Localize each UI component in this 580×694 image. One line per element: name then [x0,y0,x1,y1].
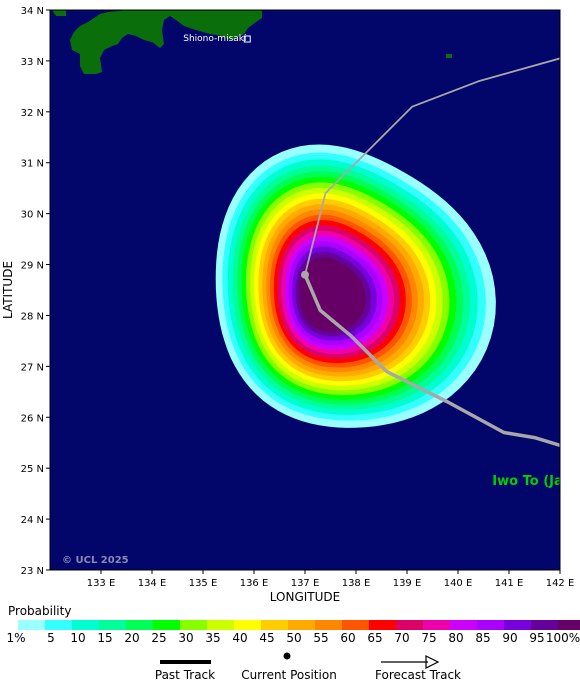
y-tick-label: 29 N [21,261,44,272]
legend-swatch [450,620,477,630]
forecast-track-line [303,274,560,447]
y-tick-label: 32 N [21,108,44,119]
legend-swatch [315,620,342,630]
y-tick-label: 23 N [21,566,44,577]
legend-label: 5 [47,631,55,645]
forecast-track-key-label: Forecast Track [375,668,461,682]
x-tick-label: 136 E [240,578,269,589]
y-axis: 23 N 24 N 25 N 26 N 27 N 28 N 29 N 30 N 31 N 32 N… [21,6,50,577]
legend-swatch [288,620,315,630]
legend-swatch [99,620,126,630]
legend-label: 65 [367,631,382,645]
legend-swatch [72,620,99,630]
legend-label: 75 [421,631,436,645]
legend-label: 60 [340,631,355,645]
legend-swatch [369,620,396,630]
land-islet-e [446,54,452,58]
legend-swatch [180,620,207,630]
place-shiono-misaki: Shiono-misaki [183,34,251,44]
place-label-iwo-to: Iwo To (Japa [492,474,580,489]
land-kii-peninsula [70,10,262,74]
legend-label: 100% [546,631,580,645]
legend-label: 40 [232,631,247,645]
legend-labels: 1% 5 10 15 20 25 30 35 40 45 50 55 60 65 70 75 80 85 90 95 1… [6,631,580,645]
land-masses [52,10,452,74]
y-tick-label: 26 N [21,413,44,424]
land-islet-nw [52,10,66,16]
legend-swatch [504,620,531,630]
legend-swatch [234,620,261,630]
current-position-marker [301,270,309,279]
legend-label: 15 [97,631,112,645]
legend-label: 1% [6,631,25,645]
legend-label: 20 [124,631,139,645]
y-tick-label: 24 N [21,515,44,526]
legend-label: 45 [259,631,274,645]
x-tick-label: 141 E [495,578,524,589]
y-axis-title: LATITUDE [1,261,15,319]
y-tick-label: 30 N [21,210,44,221]
storm-tracks [301,57,560,447]
y-tick-label: 33 N [21,57,44,68]
legend-label: 55 [313,631,328,645]
forecast-track-key-arrow-icon [425,655,440,669]
legend-swatch [342,620,369,630]
probability-legend: Probability 1% 5 10 15 20 25 30 35 40 45 50 55 60 65 7… [6,604,580,682]
past-track-key-label: Past Track [155,668,215,682]
x-tick-label: 133 E [87,578,116,589]
y-tick-label: 27 N [21,362,44,373]
legend-swatch [261,620,288,630]
legend-swatch [207,620,234,630]
x-tick-label: 135 E [189,578,218,589]
place-label-shiono-misaki: Shiono-misaki [183,34,246,44]
legend-color-bar [18,620,580,630]
legend-swatch [423,620,450,630]
y-tick-label: 25 N [21,464,44,475]
place-marker-icon [243,35,251,43]
x-tick-label: 142 E [546,578,575,589]
current-position-key-icon [283,652,291,660]
legend-swatch [558,620,580,630]
legend-label: 85 [475,631,490,645]
alternate-track-line [304,57,560,275]
legend-title: Probability [8,604,71,618]
y-tick-label: 31 N [21,159,44,170]
legend-label: 80 [448,631,463,645]
legend-label: 70 [394,631,409,645]
probability-contours [215,144,496,428]
x-tick-label: 134 E [138,578,167,589]
legend-swatch [153,620,180,630]
copyright-text: © UCL 2025 [62,555,129,566]
legend-swatch [18,620,45,630]
legend-swatch [396,620,423,630]
y-tick-label: 34 N [21,6,44,17]
legend-label: 50 [286,631,301,645]
x-axis: 133 E 134 E 135 E 136 E 137 E 138 E 139 E 140 E… [87,570,575,589]
legend-label: 35 [205,631,220,645]
x-axis-title: LONGITUDE [270,590,340,604]
legend-label: 10 [70,631,85,645]
legend-swatch [477,620,504,630]
y-tick-label: 28 N [21,311,44,322]
x-tick-label: 140 E [444,578,473,589]
legend-swatch [45,620,72,630]
current-position-key-label: Current Position [241,668,337,682]
legend-label: 95 [529,631,544,645]
legend-label: 30 [178,631,193,645]
legend-swatch [531,620,558,630]
legend-label: 25 [151,631,166,645]
x-tick-label: 137 E [291,578,320,589]
legend-label: 90 [502,631,517,645]
probability-contour-100 [299,257,366,332]
legend-swatch [126,620,153,630]
x-tick-label: 138 E [342,578,371,589]
x-tick-label: 139 E [393,578,422,589]
